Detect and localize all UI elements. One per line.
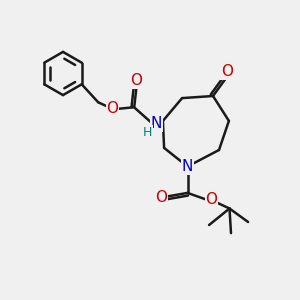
Text: O: O [130, 73, 142, 88]
Text: O: O [221, 64, 233, 79]
Text: O: O [155, 190, 167, 205]
Text: O: O [206, 192, 218, 207]
Text: O: O [106, 101, 119, 116]
Text: N: N [182, 159, 193, 174]
Text: H: H [143, 126, 152, 139]
Text: N: N [151, 116, 162, 131]
